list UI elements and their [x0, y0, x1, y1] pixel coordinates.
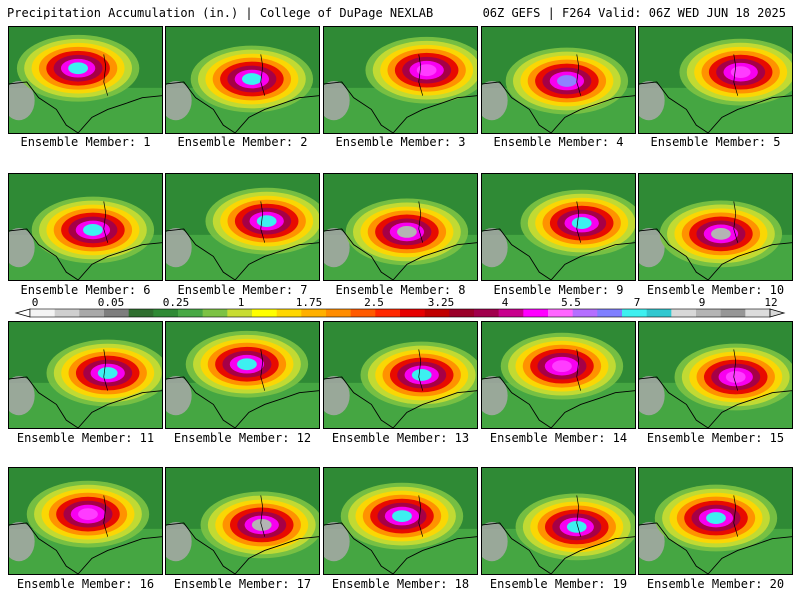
- ensemble-member-caption: Ensemble Member: 14: [489, 431, 628, 445]
- colorbar-swatch: [128, 309, 154, 317]
- colorbar-swatch: [104, 309, 129, 317]
- ensemble-map-panel: [481, 467, 636, 575]
- colorbar-swatch: [227, 309, 253, 317]
- colorbar-swatch: [153, 309, 179, 317]
- ensemble-map-panel: [638, 173, 793, 281]
- colorbar-swatch: [30, 309, 55, 317]
- colorbar-tick-label: 0.05: [98, 297, 125, 309]
- ensemble-member-caption: Ensemble Member: 12: [173, 431, 312, 445]
- colorbar-swatch: [696, 309, 721, 317]
- ensemble-member-caption: Ensemble Member: 15: [646, 431, 785, 445]
- ensemble-map-panel: [8, 467, 163, 575]
- colorbar-tick-label: 12: [764, 297, 777, 309]
- colorbar-swatch: [424, 309, 450, 317]
- colorbar-swatch: [54, 309, 80, 317]
- ensemble-member-caption: Ensemble Member: 1: [20, 135, 151, 149]
- colorbar-swatch: [646, 309, 672, 317]
- ensemble-member-caption: Ensemble Member: 10: [646, 283, 785, 297]
- ensemble-map-panel: [323, 26, 478, 134]
- ensemble-map-panel: [165, 467, 320, 575]
- ensemble-member-caption: Ensemble Member: 11: [16, 431, 155, 445]
- ensemble-member-caption: Ensemble Member: 20: [646, 577, 785, 591]
- ensemble-map-panel: [323, 467, 478, 575]
- ensemble-map-panel: [638, 321, 793, 429]
- colorbar-tick-label: 9: [699, 297, 706, 309]
- ensemble-map-panel: [638, 467, 793, 575]
- colorbar-swatch: [301, 309, 327, 317]
- colorbar-left-arrow: [14, 308, 31, 318]
- ensemble-member-caption: Ensemble Member: 2: [177, 135, 308, 149]
- ensemble-map-panel: [323, 173, 478, 281]
- ensemble-map-panel: [165, 26, 320, 134]
- colorbar-swatch: [79, 309, 105, 317]
- ensemble-map-panel: [481, 321, 636, 429]
- colorbar-swatch: [474, 309, 499, 317]
- colorbar-swatch: [720, 309, 746, 317]
- ensemble-map-panel: [8, 26, 163, 134]
- ensemble-map-panel: [323, 321, 478, 429]
- colorbar-swatch: [178, 309, 203, 317]
- ensemble-map-panel: [481, 173, 636, 281]
- ensemble-member-caption: Ensemble Member: 9: [493, 283, 624, 297]
- ensemble-map-panel: [8, 173, 163, 281]
- colorbar-swatch: [498, 309, 524, 317]
- colorbar-swatch: [400, 309, 425, 317]
- colorbar-swatch: [622, 309, 647, 317]
- colorbar-tick-label: 4: [502, 297, 509, 309]
- colorbar-tick-label: 7: [634, 297, 641, 309]
- colorbar-swatch: [350, 309, 376, 317]
- colorbar-tick-label: 3.25: [428, 297, 455, 309]
- ensemble-member-caption: Ensemble Member: 16: [16, 577, 155, 591]
- ensemble-map-panel: [165, 321, 320, 429]
- ensemble-map-panel: [8, 321, 163, 429]
- colorbar-swatch: [572, 309, 598, 317]
- colorbar-tick-label: 0: [32, 297, 39, 309]
- map-title: Precipitation Accumulation (in.) | Colle…: [7, 6, 434, 20]
- colorbar-tick-label: 1.75: [296, 297, 323, 309]
- ensemble-member-caption: Ensemble Member: 6: [20, 283, 151, 297]
- ensemble-member-caption: Ensemble Member: 5: [650, 135, 781, 149]
- ensemble-member-caption: Ensemble Member: 18: [331, 577, 470, 591]
- colorbar-swatch: [202, 309, 228, 317]
- colorbar-swatch: [523, 309, 549, 317]
- colorbar-swatch: [745, 309, 771, 317]
- valid-time: 06Z GEFS | F264 Valid: 06Z WED JUN 18 20…: [482, 6, 786, 20]
- colorbar-tick-label: 2.5: [364, 297, 384, 309]
- colorbar-swatch: [252, 309, 277, 317]
- colorbar-tick-label: 5.5: [561, 297, 581, 309]
- colorbar-tick-label: 0.25: [163, 297, 190, 309]
- colorbar-swatch: [276, 309, 302, 317]
- colorbar-right-arrow: [769, 308, 786, 318]
- ensemble-member-caption: Ensemble Member: 4: [493, 135, 624, 149]
- colorbar-swatch: [449, 309, 475, 317]
- ensemble-member-caption: Ensemble Member: 19: [489, 577, 628, 591]
- colorbar-swatch: [671, 309, 697, 317]
- colorbar-tick-label: 1: [238, 297, 245, 309]
- ensemble-map-panel: [638, 26, 793, 134]
- colorbar-swatch: [548, 309, 573, 317]
- colorbar-legend: 0 0.05 0.25 1 1.75 2.5 3.25 4 5.5 7 9 12: [14, 297, 786, 318]
- ensemble-member-caption: Ensemble Member: 7: [177, 283, 308, 297]
- ensemble-member-caption: Ensemble Member: 3: [335, 135, 466, 149]
- colorbar-swatch: [326, 309, 351, 317]
- colorbar-swatch: [375, 309, 401, 317]
- ensemble-member-caption: Ensemble Member: 13: [331, 431, 470, 445]
- ensemble-map-panel: [481, 26, 636, 134]
- ensemble-member-caption: Ensemble Member: 8: [335, 283, 466, 297]
- ensemble-map-panel: [165, 173, 320, 281]
- ensemble-member-caption: Ensemble Member: 17: [173, 577, 312, 591]
- colorbar-swatch: [597, 309, 623, 317]
